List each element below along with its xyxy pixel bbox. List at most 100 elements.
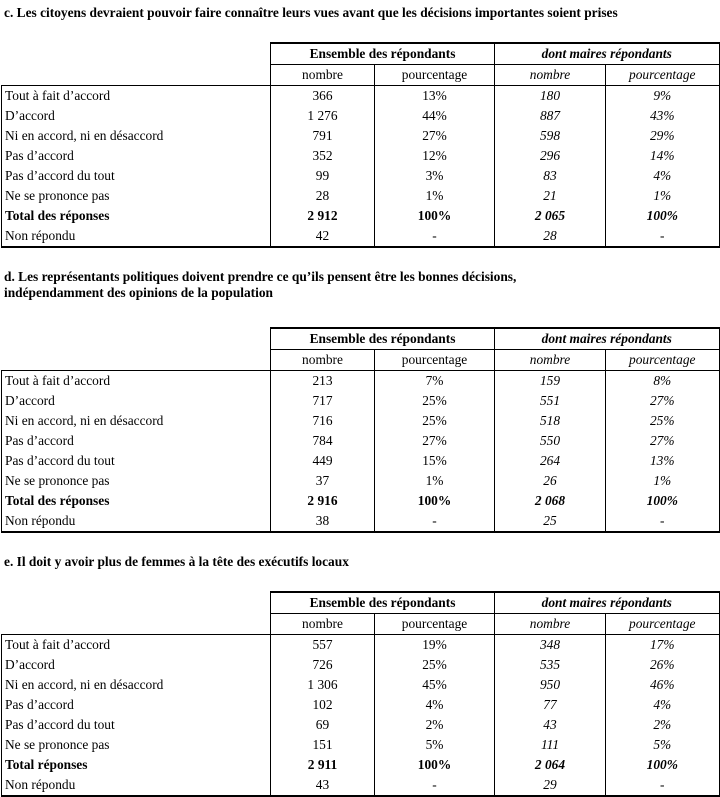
cell-value: 83 [494,166,606,186]
cell-value: 550 [494,431,606,451]
col-header-nombre: nombre [270,64,375,86]
col-header-nombre-maires: nombre [494,613,606,635]
cell-value: 37 [270,471,375,491]
table-row: Tout à fait d’accord 557 19% 348 17% [1,634,720,655]
row-label: Pas d’accord [1,431,271,451]
cell-value: 366 [270,85,375,106]
cell-value: 29 [494,775,606,797]
row-label: Tout à fait d’accord [1,370,271,391]
row-label: Non répondu [1,775,271,797]
row-label: Total des réponses [1,491,271,511]
cell-value: 27% [374,126,495,146]
cell-value: 2 065 [494,206,606,226]
table-row: D’accord 1 276 44% 887 43% [1,106,720,126]
cell-value: 264 [494,451,606,471]
cell-value: 5% [374,735,495,755]
cell-value: 180 [494,85,606,106]
cell-value: 449 [270,451,375,471]
cell-value: 15% [374,451,495,471]
cell-value: 7% [374,370,495,391]
cell-value: 8% [605,370,720,391]
col-header-pourcentage-maires: pourcentage [605,64,720,86]
table-row: Ne se prononce pas 151 5% 111 5% [1,735,720,755]
cell-value: 100% [605,491,720,511]
table-body: Tout à fait d’accord 213 7% 159 8% D’accord 71… [1,370,720,533]
cell-value: 28 [270,186,375,206]
table-row: Pas d’accord du tout 449 15% 264 13% [1,451,720,471]
cell-value: 100% [605,755,720,775]
cell-value: 791 [270,126,375,146]
cell-value: - [374,511,495,533]
cell-value: 99 [270,166,375,186]
cell-value: - [374,775,495,797]
cell-value: 25% [605,411,720,431]
row-label: Non répondu [1,226,271,248]
table-row: Pas d’accord 102 4% 77 4% [1,695,720,715]
cell-value: 1% [374,186,495,206]
row-label: Pas d’accord du tout [1,451,271,471]
cell-value: 4% [374,695,495,715]
cell-value: 19% [374,634,495,655]
cell-value: 77 [494,695,606,715]
cell-value: 25% [374,655,495,675]
cell-value: 25% [374,411,495,431]
cell-value: 17% [605,634,720,655]
col-group-maires: dont maires répondants [494,591,720,614]
section-title-c: c. Les citoyens devraient pouvoir faire … [4,5,618,20]
cell-value: 14% [605,146,720,166]
col-group-maires: dont maires répondants [494,327,720,350]
row-label: Ne se prononce pas [1,471,271,491]
col-header-nombre-maires: nombre [494,64,606,86]
section-e: e. Il doit y avoir plus de femmes à la t… [0,554,720,797]
cell-value: 26% [605,655,720,675]
table-row: Pas d’accord 352 12% 296 14% [1,146,720,166]
cell-value: 551 [494,391,606,411]
col-header-pourcentage: pourcentage [374,64,495,86]
cell-value: 27% [605,431,720,451]
cell-value: 535 [494,655,606,675]
cell-value: 100% [374,206,495,226]
table-row: Tout à fait d’accord 366 13% 180 9% [1,85,720,106]
row-label: Ne se prononce pas [1,735,271,755]
survey-table-e: Ensemble des répondants dont maires répo… [1,591,720,797]
row-label: Pas d’accord du tout [1,166,271,186]
cell-value: - [605,511,720,533]
cell-value: 3% [374,166,495,186]
section-d: d. Les représentants politiques doivent … [0,269,720,533]
cell-value: 100% [374,491,495,511]
cell-value: 1% [605,186,720,206]
cell-value: 111 [494,735,606,755]
cell-value: 213 [270,370,375,391]
survey-table-c: Ensemble des répondants dont maires répo… [1,42,720,248]
cell-value: 784 [270,431,375,451]
cell-value: 717 [270,391,375,411]
cell-value: 598 [494,126,606,146]
row-label: D’accord [1,391,271,411]
header-spacer [2,350,271,371]
table-row: Non répondu 38-25- [1,511,720,533]
cell-value: 43 [494,715,606,735]
row-label: Tout à fait d’accord [1,634,271,655]
cell-value: 43 [270,775,375,797]
cell-value: 2 068 [494,491,606,511]
cell-value: 100% [374,755,495,775]
table-row: Pas d’accord 784 27% 550 27% [1,431,720,451]
table-row: Ne se prononce pas 28 1% 21 1% [1,186,720,206]
cell-value: 726 [270,655,375,675]
cell-value: 27% [605,391,720,411]
cell-value: 21 [494,186,606,206]
cell-value: 352 [270,146,375,166]
row-label: Ni en accord, ni en désaccord [1,411,271,431]
cell-value: 4% [605,695,720,715]
cell-value: 5% [605,735,720,755]
table-row: Ne se prononce pas 37 1% 26 1% [1,471,720,491]
cell-value: 2 912 [270,206,375,226]
cell-value: 43% [605,106,720,126]
cell-value: - [605,775,720,797]
table-row: Total des réponses 2 916 100% 2 068 100% [1,491,720,511]
table-row: Non répondu 43-29- [1,775,720,797]
row-label: Tout à fait d’accord [1,85,271,106]
cell-value: 348 [494,634,606,655]
header-spacer [2,614,271,635]
table-body: Tout à fait d’accord 557 19% 348 17% D’accord… [1,634,720,797]
